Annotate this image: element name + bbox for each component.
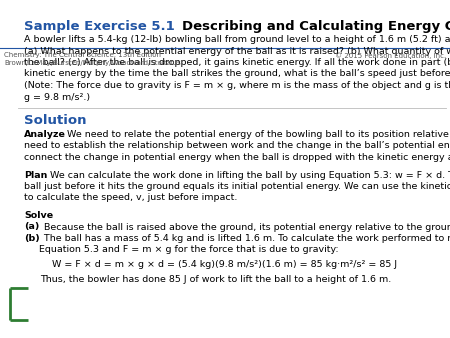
Text: © 2015 Pearson Education, Inc.: © 2015 Pearson Education, Inc.	[335, 52, 446, 59]
Text: need to establish the relationship between work and the change in the ball’s pot: need to establish the relationship betwe…	[24, 142, 450, 150]
Text: connect the change in potential energy when the ball is dropped with the kinetic: connect the change in potential energy w…	[24, 153, 450, 162]
Text: Solution: Solution	[24, 114, 86, 127]
Text: Brown/LeMay/Bursten/Murphy/Woodward/Stoltzfus: Brown/LeMay/Bursten/Murphy/Woodward/Stol…	[4, 60, 181, 66]
Text: We can calculate the work done in lifting the ball by using Equation 5.3: w = F : We can calculate the work done in liftin…	[47, 170, 450, 179]
Text: The ball has a mass of 5.4 kg and is lifted 1.6 m. To calculate the work perform: The ball has a mass of 5.4 kg and is lif…	[41, 234, 450, 243]
Text: (a): (a)	[24, 222, 40, 232]
Text: Equation 5.3 and F = m × g for the force that is due to gravity:: Equation 5.3 and F = m × g for the force…	[24, 245, 338, 255]
Text: Thus, the bowler has done 85 J of work to lift the ball to a height of 1.6 m.: Thus, the bowler has done 85 J of work t…	[40, 274, 391, 284]
Text: Sample Exercise 5.1: Sample Exercise 5.1	[24, 20, 180, 33]
Text: (b): (b)	[24, 234, 40, 243]
Text: Plan: Plan	[24, 170, 47, 179]
Text: Chemistry: The Central Science, 13th Edition: Chemistry: The Central Science, 13th Edi…	[4, 52, 161, 58]
Text: to calculate the speed, v, just before impact.: to calculate the speed, v, just before i…	[24, 193, 238, 202]
Text: A bowler lifts a 5.4-kg (12-lb) bowling ball from ground level to a height of 1.: A bowler lifts a 5.4-kg (12-lb) bowling …	[24, 35, 450, 44]
Text: (a) What happens to the potential energy of the ball as it is raised? (b) What q: (a) What happens to the potential energy…	[24, 47, 450, 55]
Text: the ball? (c) After the ball is dropped, it gains kinetic energy. If all the wor: the ball? (c) After the ball is dropped,…	[24, 58, 450, 67]
Text: Analyze: Analyze	[24, 130, 66, 139]
Text: Describing and Calculating Energy Changes: Describing and Calculating Energy Change…	[182, 20, 450, 33]
Text: kinetic energy by the time the ball strikes the ground, what is the ball’s speed: kinetic energy by the time the ball stri…	[24, 70, 450, 78]
Text: We need to relate the potential energy of the bowling ball to its position relat: We need to relate the potential energy o…	[63, 130, 450, 139]
Text: W = F × d = m × g × d = (5.4 kg)(9.8 m/s²)(1.6 m) = 85 kg·m²/s² = 85 J: W = F × d = m × g × d = (5.4 kg)(9.8 m/s…	[53, 260, 397, 269]
Text: Solve: Solve	[24, 211, 53, 220]
Text: Because the ball is raised above the ground, its potential energy relative to th: Because the ball is raised above the gro…	[41, 222, 450, 232]
Text: g = 9.8 m/s².): g = 9.8 m/s².)	[24, 93, 90, 101]
Text: ball just before it hits the ground equals its initial potential energy. We can : ball just before it hits the ground equa…	[24, 182, 450, 191]
Text: (Note: The force due to gravity is F = m × g, where m is the mass of the object : (Note: The force due to gravity is F = m…	[24, 81, 450, 90]
